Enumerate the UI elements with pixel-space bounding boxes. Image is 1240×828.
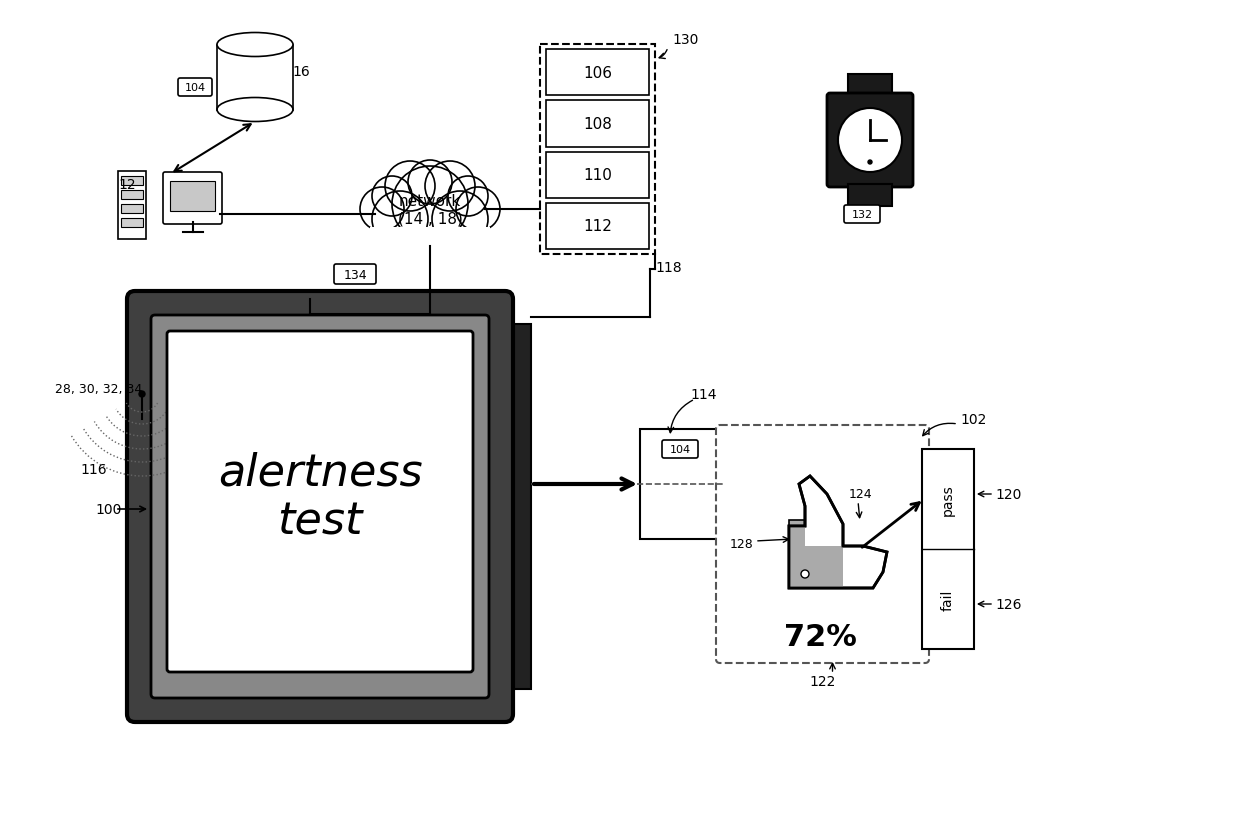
FancyBboxPatch shape bbox=[179, 79, 212, 97]
Bar bbox=[122, 219, 143, 228]
Text: 132: 132 bbox=[852, 209, 873, 219]
Text: 114: 114 bbox=[689, 388, 717, 402]
Ellipse shape bbox=[217, 33, 293, 57]
FancyBboxPatch shape bbox=[151, 315, 489, 698]
Bar bbox=[118, 171, 146, 240]
Bar bbox=[122, 177, 143, 185]
Text: 104: 104 bbox=[670, 445, 691, 455]
FancyBboxPatch shape bbox=[844, 205, 880, 224]
Bar bbox=[370, 227, 490, 253]
Circle shape bbox=[432, 192, 489, 248]
Text: 120: 120 bbox=[996, 488, 1022, 502]
FancyBboxPatch shape bbox=[715, 426, 929, 663]
FancyBboxPatch shape bbox=[334, 265, 376, 285]
Bar bbox=[122, 190, 143, 200]
Polygon shape bbox=[789, 527, 843, 588]
Text: 104: 104 bbox=[185, 83, 206, 93]
Text: 116: 116 bbox=[81, 463, 107, 476]
Text: 102: 102 bbox=[960, 412, 986, 426]
Circle shape bbox=[372, 192, 428, 248]
FancyBboxPatch shape bbox=[162, 173, 222, 224]
Bar bbox=[640, 430, 720, 539]
Text: alertness
test: alertness test bbox=[218, 450, 423, 543]
Circle shape bbox=[384, 161, 435, 212]
Bar bbox=[848, 185, 892, 207]
Text: 110: 110 bbox=[583, 168, 611, 183]
Bar bbox=[170, 182, 215, 212]
Text: 124: 124 bbox=[848, 488, 872, 501]
Bar bbox=[848, 75, 892, 97]
Bar bbox=[539, 45, 655, 255]
FancyBboxPatch shape bbox=[662, 440, 698, 459]
Circle shape bbox=[801, 570, 808, 578]
Circle shape bbox=[868, 161, 872, 165]
Text: 126: 126 bbox=[996, 597, 1022, 611]
Bar bbox=[546, 152, 649, 199]
Circle shape bbox=[456, 188, 500, 232]
Text: 16: 16 bbox=[291, 65, 310, 79]
Text: 128: 128 bbox=[730, 538, 754, 551]
Circle shape bbox=[372, 177, 412, 217]
Text: network
(14 , 18): network (14 , 18) bbox=[398, 194, 463, 226]
Bar bbox=[546, 101, 649, 147]
Text: pass: pass bbox=[941, 484, 955, 515]
Text: 100: 100 bbox=[95, 503, 122, 517]
Text: 72%: 72% bbox=[784, 623, 857, 652]
Bar bbox=[546, 204, 649, 250]
Text: 130: 130 bbox=[672, 33, 698, 47]
Text: 122: 122 bbox=[810, 674, 836, 688]
Bar bbox=[122, 205, 143, 214]
Circle shape bbox=[139, 392, 145, 397]
Text: 28, 30, 32, 34: 28, 30, 32, 34 bbox=[55, 383, 143, 396]
Text: fail: fail bbox=[941, 589, 955, 610]
Circle shape bbox=[448, 177, 489, 217]
Circle shape bbox=[838, 108, 901, 173]
Bar bbox=[789, 520, 841, 588]
Polygon shape bbox=[217, 46, 293, 110]
Text: 118: 118 bbox=[655, 261, 682, 275]
Text: 12: 12 bbox=[118, 178, 135, 192]
Polygon shape bbox=[789, 476, 887, 588]
Bar bbox=[546, 50, 649, 96]
Ellipse shape bbox=[217, 99, 293, 123]
Text: 108: 108 bbox=[583, 117, 611, 132]
FancyBboxPatch shape bbox=[167, 331, 472, 672]
Circle shape bbox=[425, 161, 475, 212]
FancyBboxPatch shape bbox=[827, 94, 913, 188]
Bar bbox=[923, 450, 973, 649]
Text: 112: 112 bbox=[583, 219, 611, 234]
FancyBboxPatch shape bbox=[126, 291, 513, 722]
Bar bbox=[503, 325, 531, 689]
Circle shape bbox=[392, 166, 467, 243]
Text: 134: 134 bbox=[343, 268, 367, 282]
Circle shape bbox=[408, 161, 453, 205]
Circle shape bbox=[360, 188, 404, 232]
Text: 106: 106 bbox=[583, 65, 613, 80]
